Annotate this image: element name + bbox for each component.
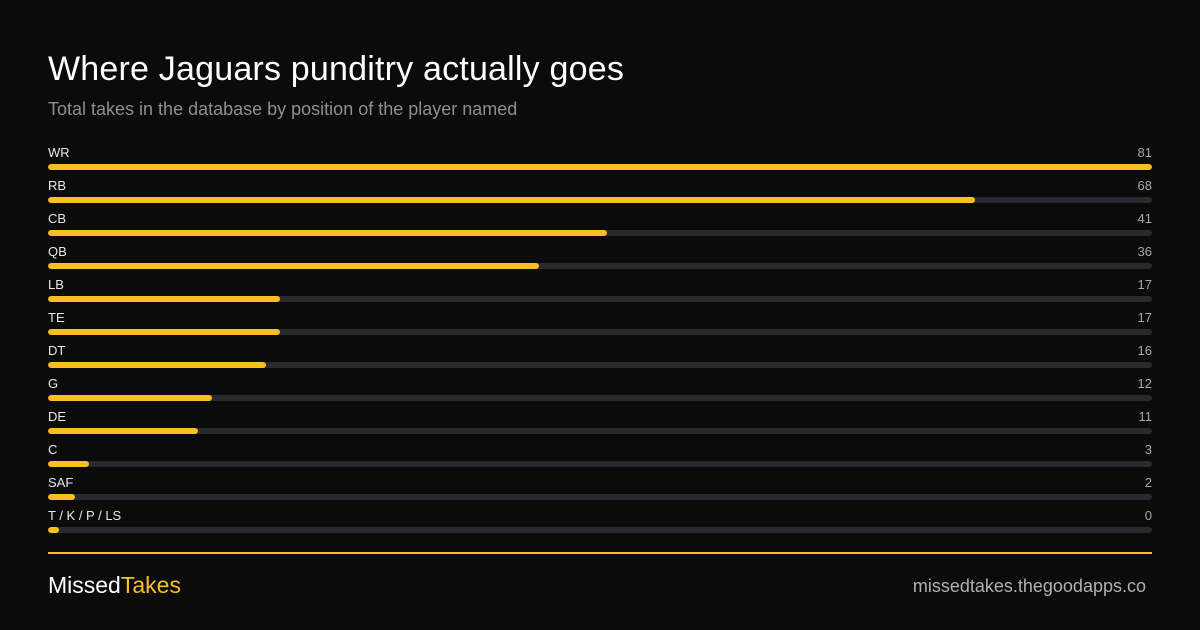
bar-row: DE 11 [48, 409, 1152, 442]
bar-label: LB [48, 277, 64, 292]
bar-label: SAF [48, 475, 74, 490]
bar-track [48, 461, 1152, 467]
bar-fill [48, 164, 1152, 170]
bar-row: RB 68 [48, 178, 1152, 211]
bar-value: 17 [1137, 310, 1152, 325]
chart-subtitle: Total takes in the database by position … [48, 99, 518, 119]
bar-fill [48, 527, 59, 533]
bar-value: 68 [1137, 178, 1152, 193]
bar-label: DE [48, 409, 67, 424]
bar-value: 81 [1137, 145, 1152, 160]
bar-row: LB 17 [48, 277, 1152, 310]
bar-chart: WR 81 RB 68 CB 41 QB 36 LB 17 TE 17 DT 16 G 12 DE 11 C 3 SAF… [48, 145, 1152, 541]
brand-name-part1: Missed [48, 572, 121, 598]
bar-value: 36 [1137, 244, 1152, 259]
bar-row: G 12 [48, 376, 1152, 409]
bar-row: CB 41 [48, 211, 1152, 244]
bar-fill [48, 263, 539, 269]
bar-fill [48, 362, 267, 368]
bar-fill [48, 494, 76, 500]
bar-label: G [48, 376, 59, 391]
bar-label: C [48, 442, 58, 457]
bar-track [48, 527, 1152, 533]
bar-label: T / K / P / LS [48, 508, 122, 523]
bar-track [48, 329, 1152, 335]
bar-row: DT 16 [48, 343, 1152, 376]
bar-fill [48, 428, 198, 434]
bar-label: DT [48, 343, 66, 358]
bar-track [48, 263, 1152, 269]
bar-label: QB [48, 244, 67, 259]
bar-row: TE 17 [48, 310, 1152, 343]
chart-title: Where Jaguars punditry actually goes [48, 50, 625, 88]
bar-value: 11 [1138, 409, 1153, 424]
site-url: missedtakes.thegoodapps.co [912, 576, 1146, 596]
bar-track [48, 197, 1152, 203]
bar-track [48, 395, 1152, 401]
bar-fill [48, 296, 280, 302]
bar-label: WR [48, 145, 70, 160]
bar-row: WR 81 [48, 145, 1152, 178]
bar-label: CB [48, 211, 67, 226]
bar-fill [48, 395, 212, 401]
bar-value: 41 [1137, 211, 1152, 226]
bar-value: 2 [1144, 475, 1152, 490]
bar-value: 3 [1144, 442, 1152, 457]
bar-row: SAF 2 [48, 475, 1152, 508]
bar-label: RB [48, 178, 67, 193]
bar-label: TE [48, 310, 65, 325]
bar-track [48, 164, 1152, 170]
bar-track [48, 362, 1152, 368]
bar-value: 12 [1137, 376, 1152, 391]
bar-track [48, 230, 1152, 236]
bar-row: QB 36 [48, 244, 1152, 277]
bar-fill [48, 461, 89, 467]
bar-track [48, 296, 1152, 302]
bar-value: 0 [1144, 508, 1152, 523]
bar-fill [48, 197, 975, 203]
brand-name-part2: Takes [120, 572, 181, 598]
bar-row: T / K / P / LS 0 [48, 508, 1152, 541]
footer-divider [48, 552, 1152, 554]
brand-logo: MissedTakes [48, 572, 181, 599]
bar-fill [48, 329, 280, 335]
bar-track [48, 494, 1152, 500]
bar-value: 16 [1137, 343, 1152, 358]
bar-fill [48, 230, 607, 236]
bar-track [48, 428, 1152, 434]
bar-value: 17 [1137, 277, 1152, 292]
